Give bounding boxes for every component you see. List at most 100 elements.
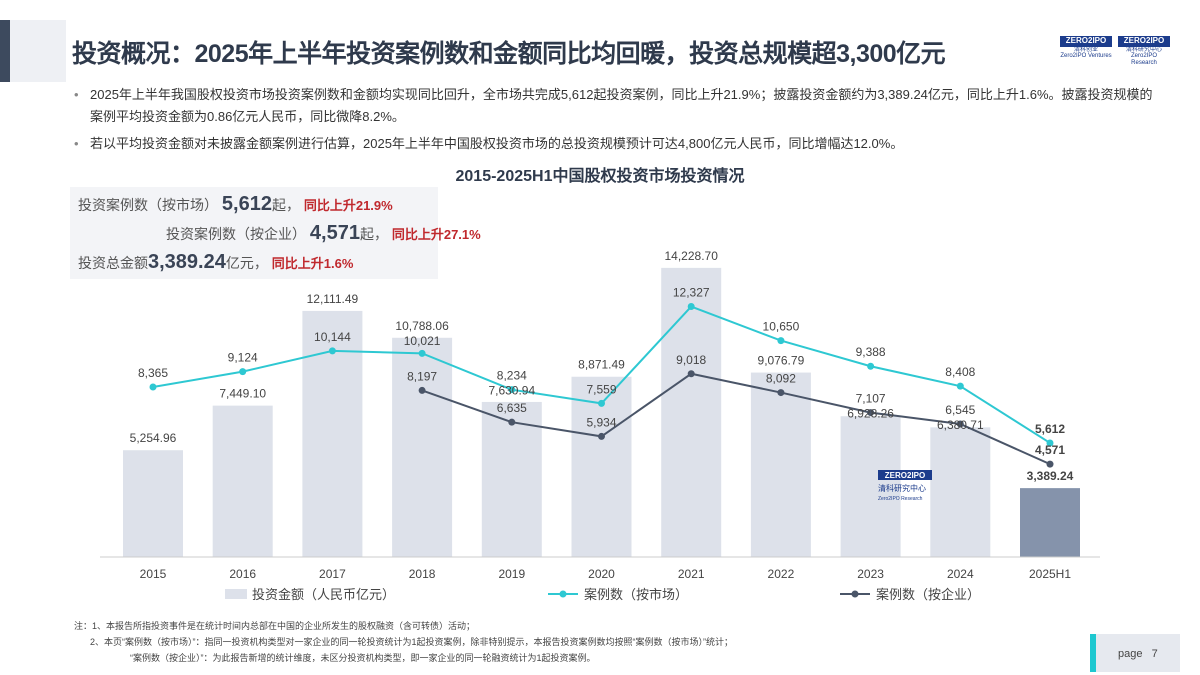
company-point (418, 386, 426, 394)
legend-company-label: 案例数（按企业） (876, 587, 980, 602)
market-point (149, 383, 157, 391)
market-point (687, 303, 695, 311)
market-label: 10,021 (404, 334, 441, 348)
watermark-en: Zero2IPO Research (878, 496, 923, 502)
company-label: 6,545 (945, 403, 975, 417)
x-tick-label: 2016 (229, 567, 256, 581)
company-line (421, 372, 1051, 466)
company-label: 6,635 (497, 401, 527, 415)
x-tick-label: 2019 (498, 567, 525, 581)
market-point (508, 386, 516, 394)
logo-cn: 清科创业 (1073, 46, 1098, 53)
watermark-mark-text: ZERO2IPO (885, 471, 925, 480)
logo-mark: ZERO2IPO (1118, 36, 1170, 47)
bullet-item: 若以平均投资金额对未披露金额案例进行估算，2025年上半年中国股权投资市场的总投… (74, 133, 1154, 155)
bar-label: 9,076.79 (758, 354, 805, 368)
bar-label: 5,254.96 (130, 431, 177, 445)
market-point (956, 382, 964, 390)
bar-label: 12,111.49 (307, 292, 359, 306)
bar-label: 7,630.94 (488, 384, 535, 398)
market-label: 9,388 (856, 345, 886, 359)
legend-company-marker (851, 590, 859, 598)
accent-bar (0, 20, 10, 82)
x-tick-label: 2018 (409, 567, 436, 581)
market-label: 8,365 (138, 366, 168, 380)
bar-label: 6,380.71 (937, 418, 984, 432)
market-point (598, 399, 605, 407)
bar (481, 401, 542, 557)
bar (1020, 488, 1080, 557)
bar-label: 3,389.24 (1027, 469, 1074, 483)
company-point (687, 370, 695, 378)
logos: ZERO2IPO 清科创业 Zero2IPO Ventures ZERO2IPO 清科… (1060, 36, 1170, 67)
company-point (956, 420, 964, 428)
legend-market-label: 案例数（按市场） (584, 587, 688, 602)
market-label: 10,144 (314, 330, 351, 344)
bar (750, 372, 811, 557)
x-tick-label: 2024 (947, 567, 974, 581)
bar (392, 337, 453, 557)
market-point (328, 347, 336, 355)
company-label: 5,934 (586, 415, 616, 429)
bullet-item: 2025年上半年我国股权投资市场投资案例数和金额均实现同比回升，全市场共完成5,… (74, 84, 1154, 128)
summary-box: 投资案例数（按市场） 5,612起， 同比上升21.9% 投资案例数（按企业） … (70, 187, 481, 279)
market-label: 7,559 (586, 382, 616, 396)
market-point (239, 368, 247, 376)
market-point (777, 337, 785, 345)
market-label: 5,612 (1035, 422, 1065, 436)
company-label: 7,107 (856, 392, 886, 406)
bar-label: 8,871.49 (578, 358, 625, 372)
market-label: 8,408 (945, 365, 975, 379)
legend-bar-label: 投资金额（人民币亿元） (252, 587, 395, 602)
accent-panel (10, 20, 66, 82)
bar (212, 405, 273, 557)
logo-mark: ZERO2IPO (1060, 36, 1112, 47)
market-label: 12,327 (673, 286, 710, 300)
logo-en: Zero2IPO Research (1130, 53, 1157, 66)
x-tick-label: 2021 (678, 567, 705, 581)
market-label: 8,234 (497, 369, 527, 383)
legend-bar-swatch (225, 589, 247, 599)
footnotes: 注：1、本报告所指投资事件是在统计时间内总部在中国的企业所发生的股权融资（含可转… (74, 618, 733, 666)
x-tick-label: 2022 (768, 567, 795, 581)
market-label: 9,124 (228, 351, 258, 365)
x-tick-label: 2023 (857, 567, 884, 581)
company-point (598, 432, 605, 440)
bar-label: 14,228.70 (665, 249, 719, 263)
company-point (867, 409, 875, 417)
bar (661, 267, 722, 557)
summary-company: 投资案例数（按企业） 4,571起， 同比上升27.1% (166, 222, 481, 244)
market-point (1046, 439, 1054, 447)
bar (123, 450, 183, 557)
company-label: 4,571 (1035, 443, 1065, 457)
x-tick-label: 2015 (140, 567, 167, 581)
footnote: 注：1、本报告所指投资事件是在统计时间内总部在中国的企业所发生的股权融资（含可转… (74, 621, 476, 631)
summary-amount: 投资总金额3,389.24亿元， 同比上升1.6% (78, 251, 354, 273)
bar-label: 10,788.06 (395, 319, 449, 333)
company-label: 8,197 (407, 369, 437, 383)
market-point (418, 349, 426, 357)
company-label: 9,018 (676, 353, 706, 367)
footnote: “案例数（按企业）”：为此报告新增的统计维度，未区分投资机构类型，即一家企业的同… (130, 653, 596, 663)
x-tick-label: 2020 (588, 567, 615, 581)
bullet-list: 2025年上半年我国股权投资市场投资案例数和金额均实现同比回升，全市场共完成5,… (74, 84, 1154, 160)
watermark-cn: 清科研究中心 (878, 483, 926, 493)
footnote: 2、本页“案例数（按市场）”：指同一投资机构类型对一家企业的同一轮投资统计为1起… (90, 637, 734, 647)
company-point (1046, 460, 1054, 468)
logo-cn: 清科研究中心 (1125, 46, 1162, 53)
chart-title: 2015-2025H1中国股权投资市场投资情况 (455, 168, 745, 185)
company-point (777, 389, 785, 397)
company-point (508, 418, 516, 426)
bar (840, 416, 901, 557)
summary-market: 投资案例数（按市场） 5,612起， 同比上升21.9% (78, 193, 393, 215)
x-tick-label: 2017 (319, 567, 346, 581)
bar (930, 427, 991, 557)
legend-market-marker (559, 590, 567, 598)
bar-label: 7,449.10 (219, 387, 266, 401)
bar-label: 6,928.26 (847, 407, 894, 421)
company-label: 8,092 (766, 372, 796, 386)
page-number: page 7 (1090, 634, 1180, 672)
x-tick-label: 2025H1 (1029, 567, 1071, 581)
market-point (867, 362, 875, 370)
